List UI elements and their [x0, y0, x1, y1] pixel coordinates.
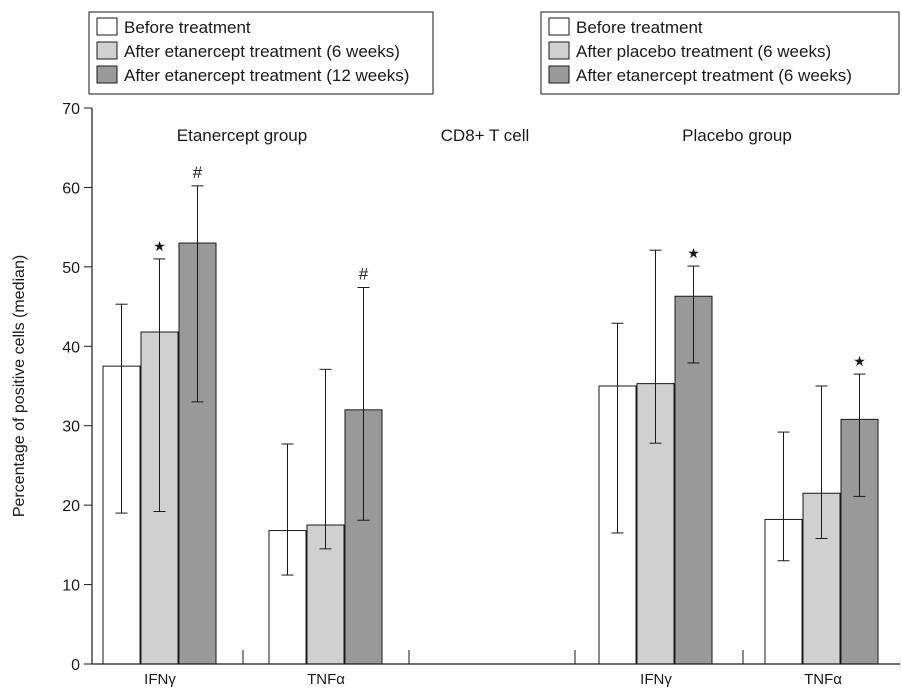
y-tick-label: 10 [62, 578, 80, 595]
legend [540, 11, 900, 95]
legend-swatch [548, 65, 570, 84]
legends: Before treatment After etanercept treatme… [88, 11, 900, 95]
legend [88, 11, 434, 95]
y-tick-label: 60 [62, 180, 80, 197]
x-tick-label: IFNγ [144, 671, 176, 688]
significance-marker: ★ [853, 353, 866, 369]
legend-swatch [96, 41, 118, 60]
bar [764, 518, 803, 665]
significance-marker: # [193, 163, 203, 182]
y-tick-label: 0 [71, 657, 80, 674]
y-tick-label: 40 [62, 339, 80, 356]
legend-label: Before treatment [124, 18, 251, 37]
significance-marker: # [359, 265, 369, 284]
significance-markers: ★ # # ★ ★ [153, 163, 866, 369]
significance-marker: ★ [687, 245, 700, 261]
significance-marker: ★ [153, 238, 166, 254]
legend-label: After etanercept treatment (6 weeks) [576, 66, 852, 85]
y-tick-label: 30 [62, 419, 80, 436]
legend-label: After placebo treatment (6 weeks) [576, 42, 831, 61]
bars [102, 242, 879, 665]
y-axis-label: Percentage of positive cells (median) [11, 255, 28, 517]
x-tick-label: IFNγ [640, 671, 672, 688]
x-tick-label: TNFα [804, 671, 842, 688]
error-bars [115, 185, 866, 576]
legend-label: After etanercept treatment (12 weeks) [124, 66, 409, 85]
legend-label: After etanercept treatment (6 weeks) [124, 42, 400, 61]
y-tick-label: 50 [62, 260, 80, 277]
x-axis: IFNγ TNFα IFNγ TNFα [92, 650, 900, 688]
group-title: Etanercept group [177, 126, 307, 145]
legend-swatch [96, 65, 118, 84]
chart-center-label: CD8+ T cell [441, 126, 530, 145]
legend-swatch [96, 17, 118, 36]
x-tick-label: TNFα [307, 671, 345, 688]
group-titles: Etanercept group Placebo group CD8+ T cell [177, 126, 792, 145]
y-tick-label: 70 [62, 101, 80, 118]
group-title: Placebo group [682, 126, 792, 145]
legend-label: Before treatment [576, 18, 703, 37]
y-tick-label: 20 [62, 498, 80, 515]
legend-swatch [548, 17, 570, 36]
legend-swatch [548, 41, 570, 60]
y-axis: 0 10 20 30 40 50 60 70 Percentage of positive ce… [11, 101, 93, 674]
